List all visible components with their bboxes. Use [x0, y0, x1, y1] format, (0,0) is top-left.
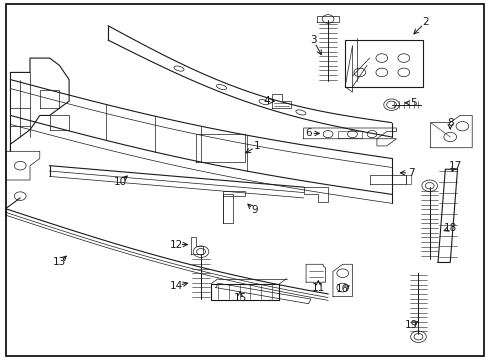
Text: 14: 14 [170, 281, 183, 291]
Text: 3: 3 [310, 35, 317, 45]
Text: 11: 11 [312, 283, 325, 293]
Text: 13: 13 [53, 257, 66, 267]
Text: 2: 2 [422, 17, 429, 27]
Text: 12: 12 [170, 239, 183, 249]
Text: 15: 15 [234, 293, 247, 303]
Text: 9: 9 [251, 206, 258, 216]
Text: 7: 7 [408, 168, 415, 178]
Text: 4: 4 [264, 96, 270, 106]
Text: 6: 6 [305, 129, 312, 138]
Text: 19: 19 [405, 320, 418, 330]
Text: 10: 10 [114, 177, 127, 187]
Text: 17: 17 [448, 161, 462, 171]
Text: 8: 8 [447, 118, 454, 128]
Text: 18: 18 [443, 224, 457, 233]
Text: 16: 16 [336, 284, 349, 294]
Text: 5: 5 [410, 98, 417, 108]
Text: 1: 1 [254, 141, 261, 151]
